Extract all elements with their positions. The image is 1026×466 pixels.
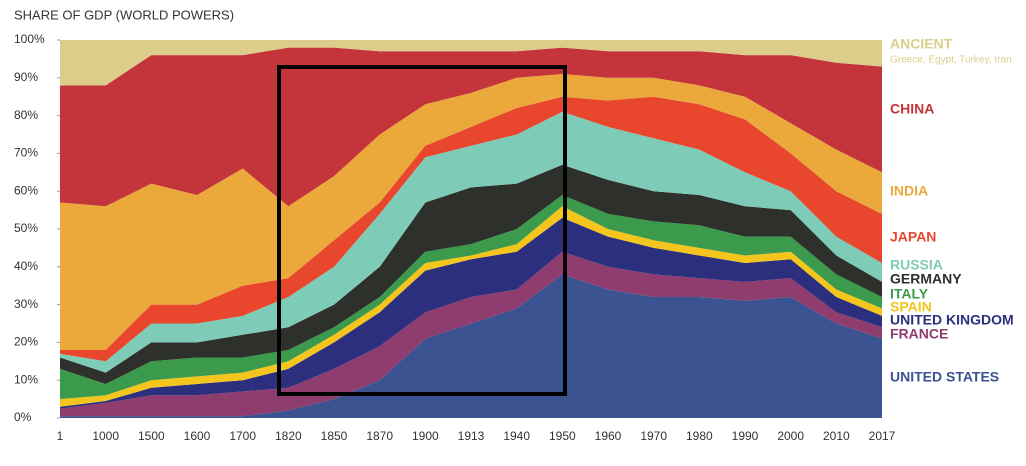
y-tick-label: 30% <box>14 297 38 311</box>
x-tick-label: 1000 <box>92 429 119 443</box>
area <box>60 206 882 407</box>
area <box>60 195 882 400</box>
x-tick-label: 1600 <box>184 429 211 443</box>
legend-label: ANCIENT <box>890 36 953 52</box>
y-tick-label: 80% <box>14 108 38 122</box>
x-tick-label: 1850 <box>321 429 348 443</box>
area <box>60 111 882 373</box>
x-tick-label: 1940 <box>503 429 530 443</box>
area <box>60 217 882 409</box>
x-tick-label: 1960 <box>595 429 622 443</box>
legend-label: FRANCE <box>890 326 948 342</box>
y-tick-label: 70% <box>14 146 38 160</box>
y-tick-label: 20% <box>14 335 38 349</box>
area <box>60 96 882 362</box>
x-tick-label: 1870 <box>366 429 393 443</box>
x-tick-label: 1820 <box>275 429 302 443</box>
legend-description: Greece, Egypt, Turkey, Iran <box>890 55 1012 66</box>
x-tick-label: 1970 <box>640 429 667 443</box>
area <box>60 47 882 207</box>
area <box>60 164 882 384</box>
area <box>60 274 882 418</box>
legend-label: SPAIN <box>890 299 932 315</box>
area <box>60 74 882 350</box>
y-tick-label: 50% <box>14 221 38 235</box>
legend-label: UNITED KINGDOM <box>890 312 1014 328</box>
x-tick-label: 1950 <box>549 429 576 443</box>
x-tick-label: 1 <box>57 429 64 443</box>
y-tick-label: 40% <box>14 259 38 273</box>
y-tick-label: 60% <box>14 183 38 197</box>
legend-label: ITALY <box>890 286 929 302</box>
area <box>60 40 882 86</box>
legend-label: RUSSIA <box>890 257 943 273</box>
chart-title: SHARE OF GDP (WORLD POWERS) <box>14 7 234 22</box>
x-tick-label: 1900 <box>412 429 439 443</box>
y-tick-label: 90% <box>14 70 38 84</box>
legend-label: CHINA <box>890 101 934 117</box>
y-tick-label: 100% <box>14 32 45 46</box>
x-tick-label: 1913 <box>458 429 485 443</box>
legend-label: INDIA <box>890 183 928 199</box>
legend-label: GERMANY <box>890 271 962 287</box>
x-tick-label: 1990 <box>732 429 759 443</box>
y-tick-label: 0% <box>14 410 32 424</box>
x-tick-label: 2010 <box>823 429 850 443</box>
x-tick-label: 1700 <box>229 429 256 443</box>
x-tick-label: 2000 <box>777 429 804 443</box>
highlight-box <box>277 65 567 396</box>
area <box>60 251 882 417</box>
areas <box>60 40 882 418</box>
x-tick-label: 1980 <box>686 429 713 443</box>
x-tick-label: 1500 <box>138 429 165 443</box>
legend-label: JAPAN <box>890 229 936 245</box>
y-tick-label: 10% <box>14 372 38 386</box>
legend-label: UNITED STATES <box>890 369 999 385</box>
x-tick-label: 2017 <box>869 429 896 443</box>
